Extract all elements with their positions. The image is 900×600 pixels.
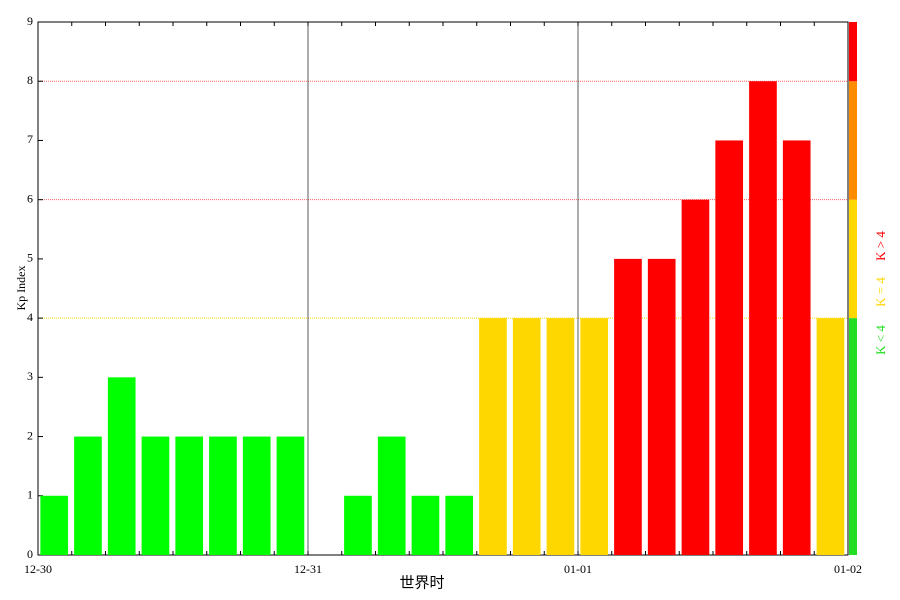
bar	[749, 81, 777, 555]
bar	[276, 436, 305, 555]
bar	[546, 318, 575, 555]
y-tick-label: 5	[27, 251, 33, 265]
bar	[141, 436, 170, 555]
scale-band	[849, 22, 857, 82]
y-tick-label: 7	[27, 132, 33, 146]
bar	[681, 199, 710, 555]
bar	[175, 436, 204, 555]
y-tick-label: 0	[27, 547, 33, 561]
bar	[209, 436, 237, 555]
x-tick-label: 12-31	[294, 562, 322, 576]
bar	[816, 318, 845, 555]
bar	[479, 318, 507, 555]
bar	[580, 318, 609, 555]
scale-band	[849, 81, 857, 200]
x-tick-label: 01-02	[834, 562, 862, 576]
y-tick-label: 6	[27, 191, 33, 205]
bar	[107, 377, 136, 555]
y-tick-label: 1	[27, 488, 33, 502]
x-tick-label: 01-01	[564, 562, 592, 576]
bar	[74, 436, 102, 555]
bar	[445, 495, 474, 555]
y-tick-label: 2	[27, 428, 33, 442]
bar	[715, 140, 744, 555]
bar	[344, 495, 372, 555]
y-tick-label: 9	[27, 14, 33, 28]
legend-label: K = 4	[873, 277, 888, 307]
scale-band	[849, 199, 857, 319]
bar	[40, 495, 69, 555]
bar	[242, 436, 271, 555]
bar	[782, 140, 811, 555]
legend-label: K < 4	[873, 325, 888, 355]
y-axis-label: Kp Index	[14, 266, 28, 311]
legend-label: K > 4	[873, 231, 888, 261]
y-tick-label: 8	[27, 73, 33, 87]
x-axis-label: 世界时	[399, 574, 444, 591]
x-tick-label: 12-30	[24, 562, 52, 576]
bar	[614, 258, 642, 555]
y-tick-label: 4	[27, 310, 33, 324]
bar	[512, 318, 541, 555]
bar	[647, 258, 676, 555]
bar	[377, 436, 406, 555]
bar	[411, 495, 440, 555]
y-tick-label: 3	[27, 369, 33, 383]
scale-band	[849, 318, 857, 555]
